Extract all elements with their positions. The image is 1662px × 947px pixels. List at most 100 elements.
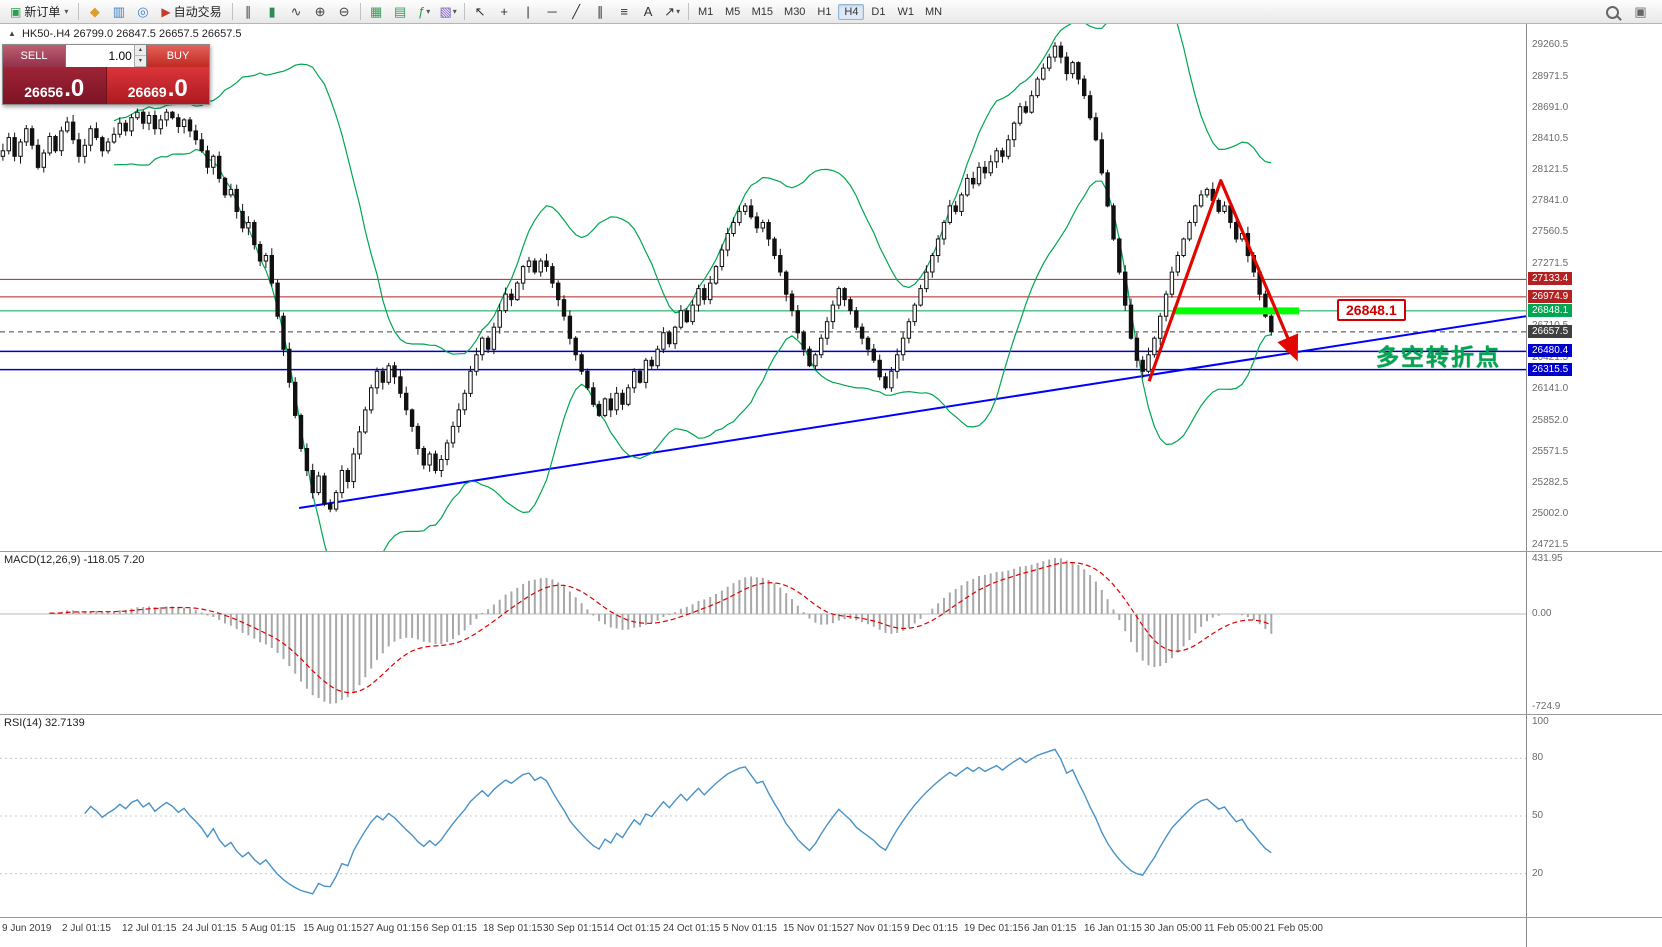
toolbar-separator bbox=[359, 3, 361, 20]
main-chart-pane[interactable]: ▲ HK50-.H4 26799.0 26847.5 26657.5 26657… bbox=[0, 0, 1527, 596]
toolbar: ▣ 新订单 ▾ ◆ ▥ ◎ ▶ 自动交易 ∥ ▮ ∿ ⊕ ⊖ ▦ ▤ ƒ ▾ ▧ ▾ ↖ + | ─ ╱ ∥ ≡ A ↗ ▾ M1 M5 M1… bbox=[0, 0, 1662, 24]
timeframe-button-d1[interactable]: D1 bbox=[871, 5, 886, 18]
buy-button[interactable]: BUY bbox=[147, 45, 209, 67]
time-axis-label: 16 Jan 01:15 bbox=[1084, 923, 1142, 934]
annotation-price-label[interactable]: 26848.1 bbox=[1337, 299, 1406, 321]
indicators-icon[interactable]: ƒ ▾ bbox=[418, 4, 431, 19]
timeframe-button-m1[interactable]: M1 bbox=[697, 5, 714, 18]
time-axis-label: 30 Sep 01:15 bbox=[543, 923, 603, 934]
volume-box: ▴ ▾ bbox=[65, 45, 147, 67]
channel-icon[interactable]: ∥ bbox=[596, 3, 604, 19]
price-axis-label: 28121.5 bbox=[1532, 164, 1569, 175]
rsi-label: RSI(14) 32.7139 bbox=[4, 717, 85, 729]
line-chart-icon[interactable]: ∿ bbox=[290, 3, 302, 19]
time-axis-label: 5 Nov 01:15 bbox=[723, 923, 777, 934]
buy-price[interactable]: 26669 .0 bbox=[105, 67, 209, 104]
timeframe-button-w1[interactable]: W1 bbox=[897, 5, 914, 18]
macd-axis-label: 431.95 bbox=[1532, 553, 1563, 564]
timeframe-button-mn[interactable]: MN bbox=[924, 5, 943, 18]
volume-up-button[interactable]: ▴ bbox=[134, 45, 146, 56]
buy-price-frac: .0 bbox=[167, 75, 188, 102]
new-window-icon[interactable]: ▣ bbox=[1634, 4, 1647, 19]
fibonacci-icon[interactable]: ≡ bbox=[620, 4, 628, 19]
zoom-in-icon[interactable]: ⊕ bbox=[314, 3, 326, 19]
price-axis-label: 27271.5 bbox=[1532, 258, 1569, 269]
sell-price-int: 26656 bbox=[24, 84, 64, 100]
price-axis-label: 26141.0 bbox=[1532, 383, 1569, 394]
time-axis-label: 14 Oct 01:15 bbox=[603, 923, 661, 934]
chevron-down-icon: ▾ bbox=[676, 7, 681, 16]
rsi-axis-label: 100 bbox=[1532, 716, 1549, 727]
new-order-button[interactable]: ▣ 新订单 ▾ bbox=[10, 4, 69, 19]
macd-canvas bbox=[0, 558, 1526, 704]
volume-input[interactable] bbox=[66, 45, 134, 67]
time-axis-label: 9 Jun 2019 bbox=[2, 923, 52, 934]
templates-icon[interactable]: ▧ ▾ bbox=[439, 3, 457, 19]
rsi-axis-label: 50 bbox=[1532, 810, 1544, 821]
price-axis-label: 26421.5 bbox=[1532, 352, 1569, 363]
arrange-windows-icon[interactable]: ▤ bbox=[393, 3, 407, 19]
candlestick-chart-icon[interactable]: ▮ bbox=[268, 3, 276, 19]
rsi-axis-label: 80 bbox=[1532, 752, 1544, 763]
zoom-out-icon[interactable]: ⊖ bbox=[338, 3, 350, 19]
volume-down-button[interactable]: ▾ bbox=[134, 56, 146, 67]
timeframe-button-m30[interactable]: M30 bbox=[784, 5, 806, 18]
price-tag: 26848.1 bbox=[1528, 304, 1573, 317]
pane-separator bbox=[0, 917, 1662, 918]
main-chart-canvas[interactable] bbox=[0, 0, 1527, 596]
price-tag: 26657.5 bbox=[1528, 325, 1573, 338]
time-axis-label: 24 Oct 01:15 bbox=[663, 923, 721, 934]
bar-chart-icon[interactable]: ∥ bbox=[244, 3, 252, 19]
price-tag: 26974.9 bbox=[1528, 290, 1573, 303]
sell-price[interactable]: 26656 .0 bbox=[3, 67, 106, 104]
price-axis-label: 25852.0 bbox=[1532, 415, 1569, 426]
price-axis-label: 28971.5 bbox=[1532, 71, 1569, 82]
symbol-info: ▲ HK50-.H4 26799.0 26847.5 26657.5 26657… bbox=[8, 28, 242, 40]
price-axis-label: 24721.5 bbox=[1532, 539, 1569, 550]
timeframe-button-m5[interactable]: M5 bbox=[724, 5, 741, 18]
community-icon[interactable]: ◎ bbox=[137, 3, 149, 19]
symbol-ohlc-text: HK50-.H4 26799.0 26847.5 26657.5 26657.5 bbox=[21, 28, 242, 40]
price-axis-label: 28691.0 bbox=[1532, 102, 1569, 113]
time-axis-label: 18 Sep 01:15 bbox=[483, 923, 543, 934]
macd-label: MACD(12,26,9) -118.05 7.20 bbox=[4, 554, 145, 566]
vertical-line-icon[interactable]: | bbox=[526, 4, 530, 19]
sell-button[interactable]: SELL bbox=[3, 45, 65, 67]
pane-separator[interactable] bbox=[0, 714, 1662, 715]
horizontal-line-icon[interactable]: ─ bbox=[547, 4, 557, 19]
price-scale[interactable]: 29260.5 28971.5 28691.0 28410.5 28121.5 27841… bbox=[1526, 24, 1662, 947]
time-axis[interactable]: 9 Jun 2019 2 Jul 01:15 12 Jul 01:15 24 Jul … bbox=[0, 918, 1526, 947]
time-axis-label: 15 Aug 01:15 bbox=[303, 923, 362, 934]
gold-symbols-icon[interactable]: ◆ bbox=[89, 3, 100, 19]
text-label-icon[interactable]: A bbox=[643, 4, 653, 19]
auto-trading-button-icon: ▶ bbox=[161, 4, 171, 19]
collapse-panel-icon[interactable]: ▲ bbox=[8, 29, 16, 38]
time-axis-label: 27 Nov 01:15 bbox=[843, 923, 903, 934]
annotation-cn-text[interactable]: 多空转折点 bbox=[1376, 344, 1501, 370]
auto-trading-button[interactable]: ▶ 自动交易 bbox=[161, 4, 222, 19]
price-axis-label: 28410.5 bbox=[1532, 133, 1569, 144]
price-tag: 26315.5 bbox=[1528, 363, 1573, 376]
cursor-icon[interactable]: ↖ bbox=[474, 3, 486, 19]
macd-pane[interactable]: MACD(12,26,9) -118.05 7.20 bbox=[0, 552, 1526, 714]
pane-separator[interactable] bbox=[0, 551, 1662, 552]
buy-price-int: 26669 bbox=[127, 84, 167, 100]
new-order-button-icon: ▣ bbox=[10, 4, 22, 19]
trendline-icon[interactable]: ╱ bbox=[572, 3, 581, 19]
tile-windows-icon[interactable]: ▦ bbox=[369, 3, 383, 19]
timeframe-button-h4[interactable]: H4 bbox=[838, 3, 865, 20]
price-axis-label: 27841.0 bbox=[1532, 195, 1569, 206]
crosshair-icon[interactable]: + bbox=[500, 4, 508, 19]
time-axis-label: 11 Feb 05:00 bbox=[1204, 923, 1263, 934]
price-axis-label: 27560.5 bbox=[1532, 226, 1569, 237]
time-axis-label: 2 Jul 01:15 bbox=[62, 923, 111, 934]
arrows-tool-icon[interactable]: ↗ ▾ bbox=[664, 3, 681, 19]
timeframe-button-m15[interactable]: M15 bbox=[751, 5, 774, 18]
search-icon[interactable] bbox=[1606, 5, 1619, 19]
time-axis-label: 21 Feb 05:00 bbox=[1264, 923, 1323, 934]
rsi-pane[interactable]: RSI(14) 32.7139 bbox=[0, 715, 1526, 917]
timeframe-button-h1[interactable]: H1 bbox=[817, 5, 832, 18]
history-center-icon[interactable]: ▥ bbox=[112, 3, 126, 19]
time-axis-label: 19 Dec 01:15 bbox=[964, 923, 1024, 934]
macd-axis-label: -724.9 bbox=[1532, 701, 1561, 712]
